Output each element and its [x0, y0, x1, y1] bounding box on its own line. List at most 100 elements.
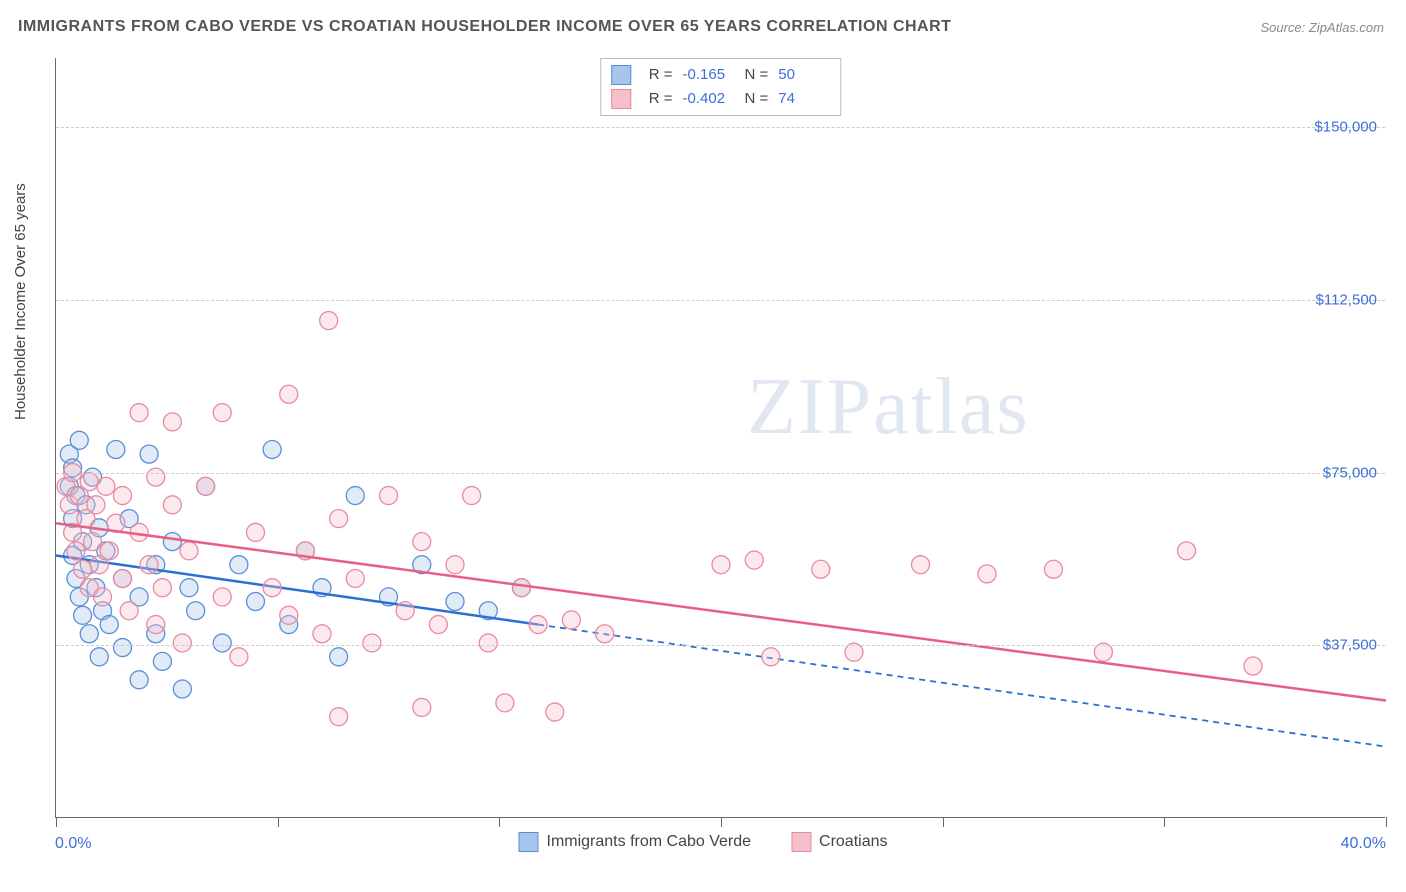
scatter-point: [80, 473, 98, 491]
scatter-point: [97, 477, 115, 495]
scatter-point: [912, 556, 930, 574]
stats-legend-box: R =-0.165N =50R =-0.402N =74: [600, 58, 842, 116]
scatter-point: [463, 487, 481, 505]
plot-area: ZIPatlas R =-0.165N =50R =-0.402N =74 $3…: [55, 58, 1385, 818]
scatter-point: [346, 569, 364, 587]
scatter-point: [173, 680, 191, 698]
scatter-point: [380, 487, 398, 505]
scatter-point: [213, 634, 231, 652]
scatter-point: [596, 625, 614, 643]
source-prefix: Source:: [1260, 20, 1308, 35]
scatter-point: [213, 404, 231, 422]
y-tick-label: $112,500: [1316, 291, 1377, 308]
stats-row: R =-0.402N =74: [611, 87, 831, 111]
scatter-point: [163, 533, 181, 551]
scatter-point: [263, 579, 281, 597]
scatter-point: [396, 602, 414, 620]
scatter-point: [114, 639, 132, 657]
n-value: 50: [778, 63, 830, 87]
scatter-point: [100, 542, 118, 560]
scatter-point: [363, 634, 381, 652]
scatter-point: [153, 652, 171, 670]
legend-swatch: [611, 65, 631, 85]
gridline: [56, 127, 1385, 128]
scatter-point: [562, 611, 580, 629]
scatter-point: [446, 556, 464, 574]
scatter-point: [187, 602, 205, 620]
y-axis-label: Householder Income Over 65 years: [12, 183, 29, 420]
scatter-point: [313, 625, 331, 643]
scatter-point: [130, 404, 148, 422]
scatter-point: [762, 648, 780, 666]
scatter-point: [87, 496, 105, 514]
scatter-point: [180, 579, 198, 597]
legend-swatch: [518, 832, 538, 852]
x-axis-min-label: 0.0%: [55, 835, 91, 853]
scatter-point: [429, 616, 447, 634]
scatter-point: [100, 616, 118, 634]
x-tick: [278, 817, 279, 827]
scatter-point: [263, 441, 281, 459]
r-label: R =: [649, 63, 673, 87]
scatter-point: [247, 523, 265, 541]
legend-swatch: [611, 89, 631, 109]
n-value: 74: [778, 87, 830, 111]
bottom-legend: Immigrants from Cabo Verde Croatians: [518, 832, 887, 852]
scatter-point: [84, 533, 102, 551]
scatter-point: [140, 445, 158, 463]
scatter-point: [114, 487, 132, 505]
x-tick: [1386, 817, 1387, 827]
scatter-point: [67, 542, 85, 560]
scatter-point: [107, 441, 125, 459]
chart-title: IMMIGRANTS FROM CABO VERDE VS CROATIAN H…: [18, 18, 951, 36]
x-tick: [1164, 817, 1165, 827]
gridline: [56, 473, 1385, 474]
source-attribution: Source: ZipAtlas.com: [1260, 20, 1384, 35]
plot-svg: [56, 58, 1385, 817]
scatter-point: [80, 625, 98, 643]
scatter-point: [70, 431, 88, 449]
scatter-point: [140, 556, 158, 574]
scatter-point: [978, 565, 996, 583]
scatter-point: [346, 487, 364, 505]
scatter-point: [496, 694, 514, 712]
scatter-point: [147, 468, 165, 486]
scatter-point: [74, 560, 92, 578]
r-value: -0.165: [683, 63, 735, 87]
scatter-point: [812, 560, 830, 578]
y-tick-label: $75,000: [1323, 464, 1377, 481]
scatter-point: [1244, 657, 1262, 675]
gridline: [56, 645, 1385, 646]
scatter-point: [74, 606, 92, 624]
scatter-point: [94, 588, 112, 606]
n-label: N =: [745, 63, 769, 87]
scatter-point: [163, 496, 181, 514]
scatter-point: [114, 569, 132, 587]
scatter-point: [320, 312, 338, 330]
scatter-point: [446, 593, 464, 611]
chart-container: IMMIGRANTS FROM CABO VERDE VS CROATIAN H…: [0, 0, 1406, 892]
x-tick: [943, 817, 944, 827]
legend-swatch: [791, 832, 811, 852]
scatter-point: [529, 616, 547, 634]
scatter-point: [230, 556, 248, 574]
scatter-point: [163, 413, 181, 431]
x-tick: [56, 817, 57, 827]
legend-label: Immigrants from Cabo Verde: [546, 833, 751, 850]
scatter-point: [180, 542, 198, 560]
scatter-point: [1178, 542, 1196, 560]
n-label: N =: [745, 87, 769, 111]
scatter-point: [130, 671, 148, 689]
source-link[interactable]: ZipAtlas.com: [1309, 20, 1384, 35]
scatter-point: [513, 579, 531, 597]
scatter-point: [413, 698, 431, 716]
scatter-point: [330, 648, 348, 666]
x-tick: [721, 817, 722, 827]
y-tick-label: $150,000: [1314, 119, 1377, 136]
scatter-point: [280, 385, 298, 403]
scatter-point: [147, 616, 165, 634]
scatter-point: [173, 634, 191, 652]
legend-label: Croatians: [819, 833, 887, 850]
scatter-point: [213, 588, 231, 606]
legend-item: Croatians: [791, 832, 887, 852]
